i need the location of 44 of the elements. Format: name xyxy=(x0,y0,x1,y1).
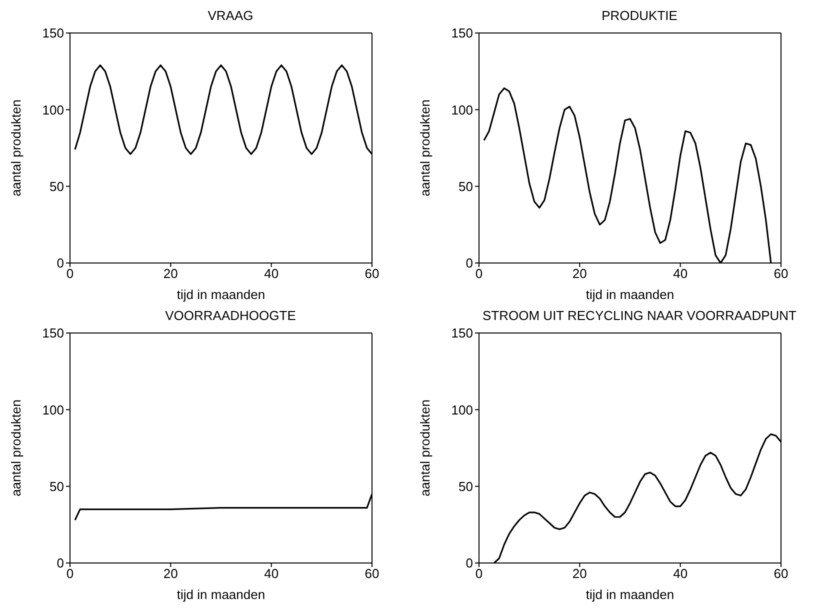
y-axis-title: aantal produkten xyxy=(418,400,433,496)
x-tick-label: 20 xyxy=(572,566,587,582)
x-axis-title: tijd in maanden xyxy=(586,287,674,302)
y-tick-label: 50 xyxy=(50,178,64,194)
x-tick-label: 0 xyxy=(475,266,483,282)
x-tick-label: 40 xyxy=(673,266,688,282)
x-tick-label: 20 xyxy=(163,566,178,582)
x-axis-title: tijd in maanden xyxy=(176,587,266,602)
y-tick-label: 100 xyxy=(451,102,473,118)
y-axis-title: aantal produkten xyxy=(8,400,24,496)
y-tick-label: 50 xyxy=(458,478,473,494)
chart-title: VRAAG xyxy=(206,8,254,25)
chart-title: PRODUKTIE xyxy=(600,8,678,25)
y-tick-label: 0 xyxy=(466,556,473,571)
y-axis-title: aantal produkten xyxy=(418,100,433,196)
y-tick-label: 100 xyxy=(451,402,473,418)
x-tick-label: 60 xyxy=(774,566,788,582)
y-tick-label: 100 xyxy=(42,402,64,418)
y-tick-label: 150 xyxy=(42,326,64,341)
x-tick-label: 60 xyxy=(364,566,380,582)
y-tick-label: 50 xyxy=(50,478,64,494)
y-tick-label: 150 xyxy=(451,326,473,341)
y-tick-label: 150 xyxy=(451,26,473,41)
x-tick-label: 60 xyxy=(774,266,788,282)
x-tick-label: 40 xyxy=(673,566,688,582)
y-tick-label: 0 xyxy=(56,256,64,271)
chart-title: STROOM UIT RECYCLING NAAR VOORRAADPUNT xyxy=(482,308,796,325)
chart-title: VOORRAADHOOGTE xyxy=(164,308,296,325)
x-tick-label: 40 xyxy=(264,566,279,582)
y-tick-label: 50 xyxy=(458,178,473,194)
x-tick-label: 40 xyxy=(264,266,279,282)
y-tick-label: 0 xyxy=(466,256,473,271)
x-axis-title: tijd in maanden xyxy=(586,587,674,602)
y-tick-label: 100 xyxy=(42,102,64,118)
x-tick-label: 20 xyxy=(572,266,587,282)
y-axis-title: aantal produkten xyxy=(8,100,24,196)
x-tick-label: 0 xyxy=(475,566,483,582)
x-tick-label: 60 xyxy=(364,266,380,282)
x-tick-label: 0 xyxy=(66,566,74,582)
x-axis-title: tijd in maanden xyxy=(176,287,266,302)
x-tick-label: 0 xyxy=(66,266,74,282)
y-tick-label: 150 xyxy=(42,26,64,41)
x-tick-label: 20 xyxy=(163,266,178,282)
y-tick-label: 0 xyxy=(56,556,64,571)
